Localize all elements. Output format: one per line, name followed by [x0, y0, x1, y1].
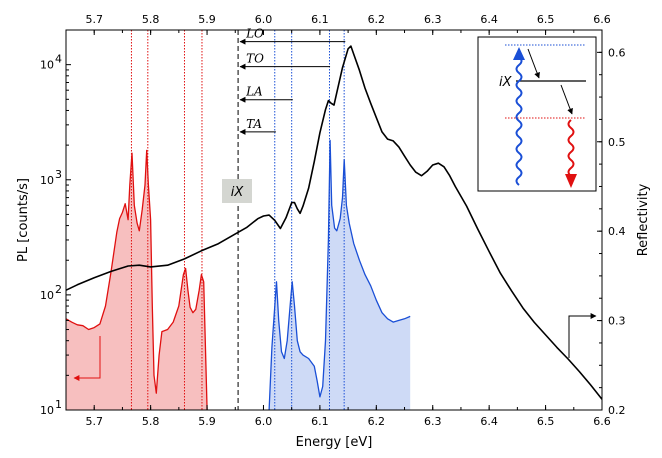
- right-axis-label: Reflectivity: [636, 183, 651, 256]
- phonon-annotations: LO TO LA TA: [239, 27, 346, 135]
- inset-relax-arrow-2: [560, 84, 573, 115]
- y-right-tick-label: 0.6: [608, 46, 626, 59]
- ix-label-group: iX: [222, 179, 252, 203]
- black-axis-pointer: [568, 313, 597, 358]
- x-tick-label-top: 5.7: [85, 13, 103, 26]
- red-axis-pointer: [73, 336, 101, 381]
- x-tick-label-top: 6.0: [255, 13, 273, 26]
- pl-red-series: [66, 149, 208, 410]
- y-right-tick-label: 0.4: [608, 225, 626, 238]
- inset-diagram: iX: [477, 36, 597, 192]
- inset-blue-wave: [515, 56, 523, 186]
- phonon-label-ta: TA: [246, 117, 262, 131]
- x-tick-label-top: 6.5: [537, 13, 555, 26]
- x-tick-label-bottom: 5.9: [198, 415, 216, 428]
- x-tick-label-bottom: 6.2: [368, 415, 386, 428]
- y-right-tick-label: 0.5: [608, 136, 626, 149]
- axis-pointer-arrows: [73, 313, 597, 381]
- inset-frame: [477, 36, 597, 192]
- y-left-tick-exponent: 1: [55, 398, 62, 411]
- right-axis-ticks: 0.2 0.3 0.4 0.5 0.6: [597, 46, 626, 417]
- phonon-label-lo: LO: [245, 27, 264, 41]
- pl-blue-series-fill: [269, 140, 411, 410]
- x-tick-label-top: 6.1: [311, 13, 329, 26]
- x-tick-label-top: 6.4: [480, 13, 498, 26]
- x-tick-label-bottom: 6.3: [424, 415, 442, 428]
- ix-label-box: [222, 179, 252, 203]
- inset-ix-label: iX: [499, 75, 513, 90]
- x-tick-label-top: 6.2: [368, 13, 386, 26]
- y-left-tick-label: 10: [40, 289, 54, 302]
- inset-red-wave: [567, 119, 575, 177]
- y-right-tick-label: 0.3: [608, 315, 626, 328]
- x-tick-label-bottom: 5.7: [85, 415, 103, 428]
- phonon-label-to: TO: [246, 52, 264, 66]
- y-left-tick-exponent: 2: [55, 283, 62, 296]
- x-tick-label-top: 6.3: [424, 13, 442, 26]
- y-left-tick-exponent: 4: [55, 53, 62, 66]
- x-tick-label-bottom: 6.0: [255, 415, 273, 428]
- x-tick-label-top: 6.6: [593, 13, 611, 26]
- y-left-tick-label: 10: [40, 404, 54, 417]
- peak-marker-lines: [130, 30, 345, 410]
- inset-red-arrowhead: [565, 174, 577, 188]
- y-left-tick-label: 10: [40, 174, 54, 187]
- x-tick-label-bottom: 5.8: [142, 415, 160, 428]
- x-tick-label-bottom: 6.1: [311, 415, 329, 428]
- phonon-label-la: LA: [245, 85, 263, 99]
- x-tick-label-bottom: 6.6: [593, 415, 611, 428]
- plot-frame: [65, 29, 603, 411]
- inset-blue-arrowhead: [513, 47, 525, 60]
- inset-relax-arrow-1: [527, 48, 540, 79]
- x-tick-label-top: 5.9: [198, 13, 216, 26]
- y-left-tick-exponent: 3: [55, 168, 62, 181]
- x-axis-label: Energy [eV]: [296, 435, 373, 450]
- left-axis-label: PL [counts/s]: [16, 178, 31, 262]
- ix-label: iX: [231, 185, 245, 200]
- y-left-tick-label: 10: [40, 59, 54, 72]
- y-right-tick-label: 0.2: [608, 404, 626, 417]
- spectra-lines: [66, 45, 602, 410]
- pl-blue-series: [268, 139, 411, 410]
- x-tick-label-bottom: 6.5: [537, 415, 555, 428]
- pl-red-series-fill: [66, 150, 208, 410]
- x-tick-label-top: 5.8: [142, 13, 160, 26]
- pl-fill-areas: [66, 140, 411, 410]
- x-tick-label-bottom: 6.4: [480, 415, 498, 428]
- reflectivity-series: [66, 45, 602, 400]
- x-axis-ticks: 5.7 5.7 5.8 5.8 5.9 5.9 6.0 6.0 6.1 6.1 6.2 6.2 6.3 6…: [65, 13, 611, 428]
